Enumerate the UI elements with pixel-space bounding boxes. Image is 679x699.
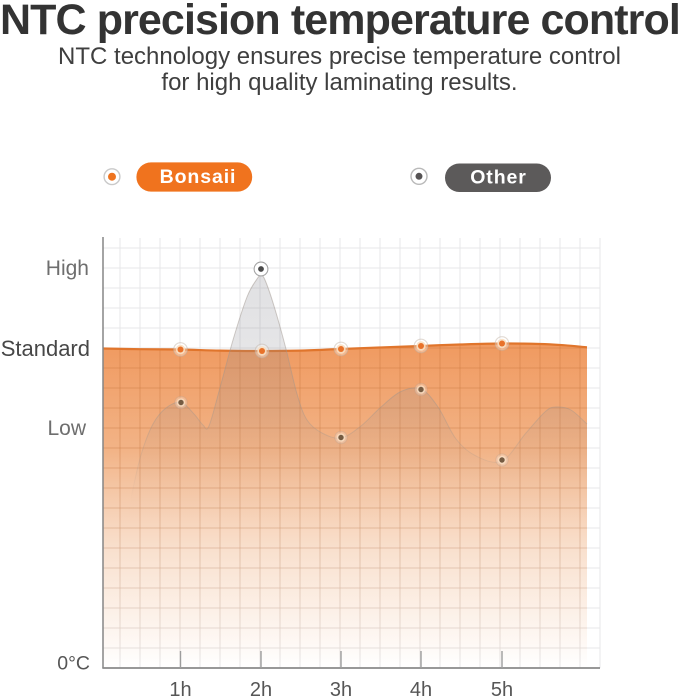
svg-text:High: High [46, 257, 89, 280]
svg-text:1h: 1h [169, 679, 191, 699]
svg-text:0°C: 0°C [57, 653, 90, 675]
svg-text:5h: 5h [491, 679, 513, 699]
svg-text:Bonsaii: Bonsaii [160, 166, 237, 188]
svg-text:Standard: Standard [1, 336, 90, 361]
svg-text:Other: Other [470, 167, 527, 189]
svg-text:4h: 4h [410, 679, 432, 699]
svg-text:2h: 2h [250, 679, 272, 699]
svg-text:3h: 3h [330, 679, 352, 699]
svg-text:Low: Low [47, 417, 86, 440]
